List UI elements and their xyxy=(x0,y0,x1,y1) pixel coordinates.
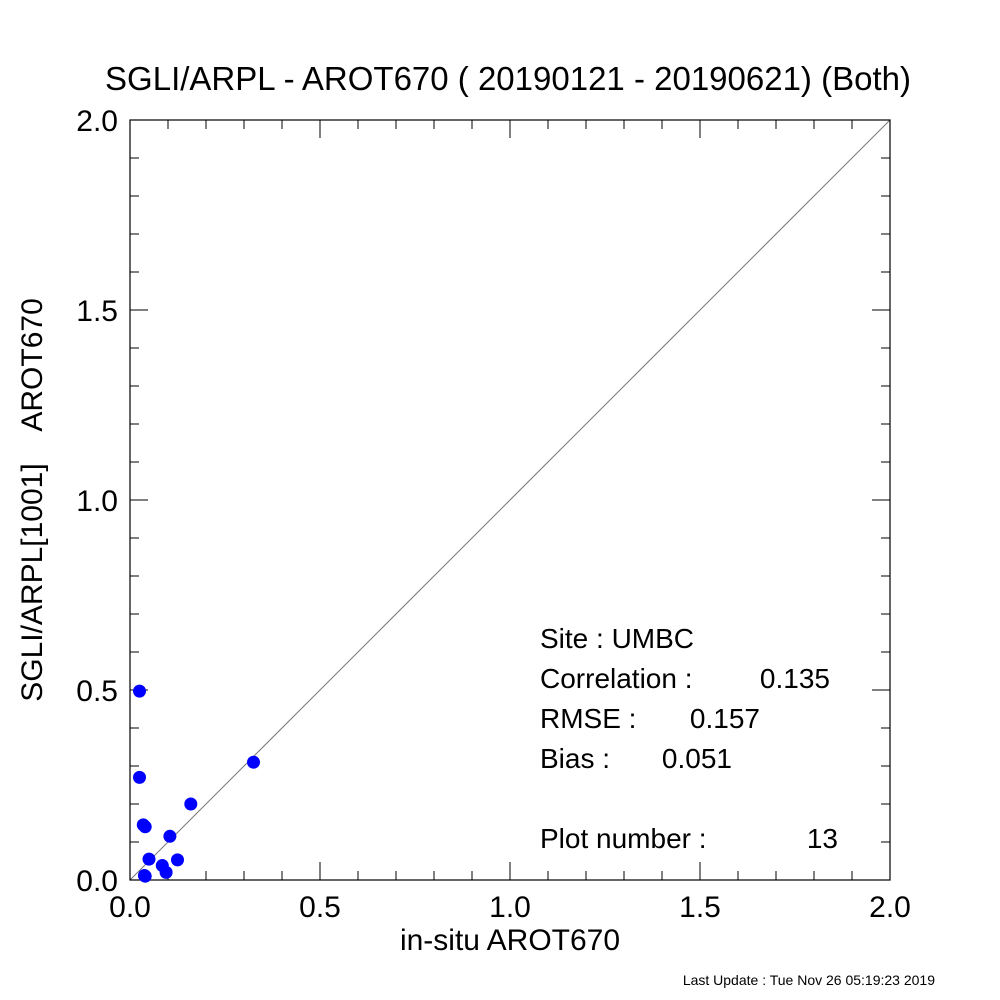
plot-number-value: 13 xyxy=(807,823,838,854)
correlation-label: Correlation : xyxy=(540,663,693,694)
last-update-footer: Last Update : Tue Nov 26 05:19:23 2019 xyxy=(683,972,935,988)
y-tick-label: 2.0 xyxy=(76,105,118,138)
y-tick-labels: 0.0 0.5 1.0 1.5 2.0 xyxy=(76,105,118,898)
y-tick-label: 0.5 xyxy=(76,675,118,708)
stats-annotations: Site : UMBC Correlation : 0.135 RMSE : 0… xyxy=(540,623,838,854)
bias-value: 0.051 xyxy=(662,743,732,774)
x-tick-labels: 0.0 0.5 1.0 1.5 2.0 xyxy=(109,891,911,924)
y-tick-label: 1.5 xyxy=(76,295,118,328)
data-point xyxy=(159,865,173,879)
rmse-value: 0.157 xyxy=(690,703,760,734)
data-point xyxy=(137,868,151,882)
data-point xyxy=(142,852,156,866)
plot-number-label: Plot number : xyxy=(540,823,707,854)
x-tick-label: 1.0 xyxy=(489,891,531,924)
data-point xyxy=(133,770,146,784)
x-axis-label: in-situ AROT670 xyxy=(400,924,620,957)
bias-label: Bias : xyxy=(540,743,610,774)
data-point xyxy=(184,797,198,811)
data-points xyxy=(133,684,260,883)
data-point xyxy=(247,755,260,769)
y-tick-label: 1.0 xyxy=(76,485,118,518)
site-label: Site : UMBC xyxy=(540,623,694,654)
x-tick-label: 0.5 xyxy=(299,891,341,924)
y-tick-label: 0.0 xyxy=(76,865,118,898)
rmse-label: RMSE : xyxy=(540,703,636,734)
correlation-value: 0.135 xyxy=(760,663,830,694)
y-axis-label: SGLI/ARPL[1001] AROT670 xyxy=(16,298,49,702)
x-tick-label: 2.0 xyxy=(869,891,911,924)
data-point xyxy=(133,684,146,698)
one-to-one-line xyxy=(129,119,891,881)
x-tick-label: 1.5 xyxy=(679,891,721,924)
data-point xyxy=(163,829,177,843)
chart-title: SGLI/ARPL - AROT670 ( 20190121 - 2019062… xyxy=(105,60,911,97)
data-point xyxy=(171,853,184,867)
x-tick-label: 0.0 xyxy=(109,891,151,924)
data-point xyxy=(138,820,152,834)
plot-area-frame xyxy=(129,119,891,881)
